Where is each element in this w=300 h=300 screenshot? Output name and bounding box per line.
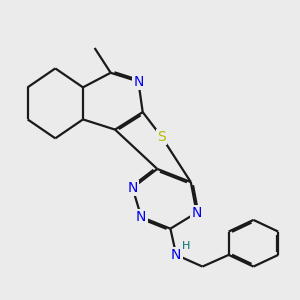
Text: N: N xyxy=(133,74,143,88)
Text: N: N xyxy=(191,206,202,220)
Text: H: H xyxy=(182,241,190,251)
Text: N: N xyxy=(136,210,146,224)
Text: N: N xyxy=(127,181,138,195)
Text: N: N xyxy=(171,248,181,262)
Text: S: S xyxy=(157,130,166,144)
